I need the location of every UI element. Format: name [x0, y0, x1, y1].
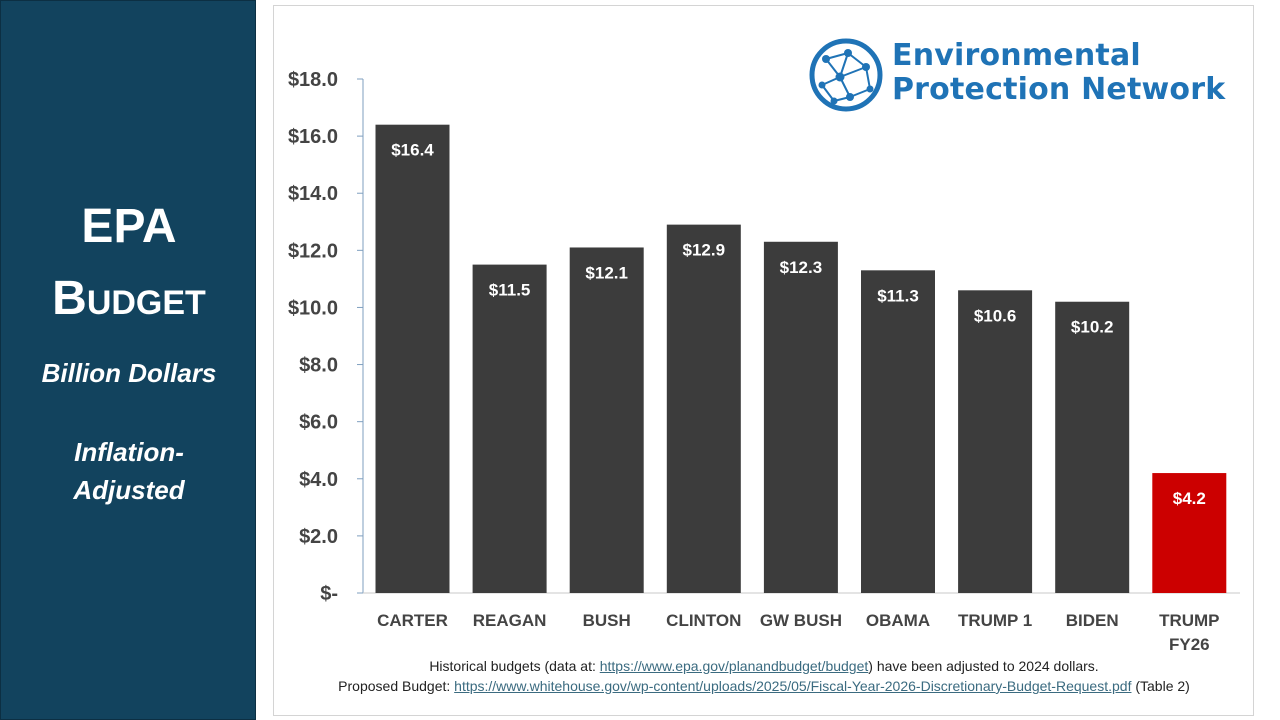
sidebar-panel: EPA Budget Billion Dollars Inflation-Adj…	[0, 0, 256, 720]
footnote-line2-suffix: (Table 2)	[1131, 678, 1190, 694]
x-category-label: TRUMP 1	[958, 611, 1032, 630]
y-tick-label: $6.0	[299, 412, 338, 434]
sidebar-title-budget: Budget	[52, 272, 206, 325]
bar	[666, 224, 741, 593]
sidebar-note: Inflation-Adjusted	[73, 437, 185, 505]
y-tick-label: $-	[320, 583, 338, 605]
bar-value-label: $10.2	[1071, 318, 1114, 337]
footnote-line2-prefix: Proposed Budget:	[338, 678, 455, 694]
bar	[375, 124, 450, 593]
y-tick-label: $4.0	[299, 469, 338, 491]
bar-value-label: $11.5	[489, 281, 531, 300]
bar	[1152, 473, 1227, 593]
footnote-line1: Historical budgets (data at: https://www…	[274, 658, 1254, 674]
footnote-line1-prefix: Historical budgets (data at:	[429, 658, 600, 674]
bar	[569, 247, 644, 593]
bar	[861, 270, 935, 593]
footnote-whitehouse-link[interactable]: https://www.whitehouse.gov/wp-content/up…	[454, 678, 1132, 694]
bar-value-label: $12.3	[780, 258, 823, 277]
logo-line1: Environmental	[892, 38, 1141, 73]
sidebar-subtitle: Billion Dollars	[41, 358, 217, 388]
bar-value-label: $10.6	[974, 306, 1017, 325]
bar-value-label: $4.2	[1173, 489, 1206, 508]
y-tick-label: $14.0	[288, 183, 338, 205]
y-tick-label: $16.0	[288, 126, 338, 148]
y-tick-label: $10.0	[288, 297, 338, 319]
bar-value-label: $11.3	[877, 286, 919, 305]
y-tick-label: $18.0	[288, 69, 338, 91]
x-category-label: BIDEN	[1066, 611, 1119, 630]
x-category-label: CARTER	[377, 611, 448, 630]
x-category-label: REAGAN	[473, 611, 547, 630]
bar	[1055, 301, 1130, 593]
x-category-label: GW BUSH	[760, 611, 842, 630]
footnote-line1-suffix: ) have been adjusted to 2024 dollars.	[868, 658, 1099, 674]
bar-value-label: $12.9	[683, 241, 726, 260]
logo-text: Environmental Protection Network	[892, 39, 1225, 107]
bar-value-label: $12.1	[585, 263, 628, 282]
footnote-epa-link[interactable]: https://www.epa.gov/planandbudget/budget	[599, 658, 869, 674]
bar	[472, 264, 547, 593]
y-tick-label: $2.0	[299, 526, 338, 548]
logo: Environmental Protection Network	[808, 37, 1228, 113]
bar	[958, 290, 1033, 593]
network-globe-icon	[809, 38, 883, 112]
x-category-label: CLINTON	[666, 611, 741, 630]
sidebar-title-epa: EPA	[81, 200, 177, 253]
bar	[763, 241, 838, 593]
y-tick-label: $8.0	[299, 355, 338, 377]
y-tick-label: $12.0	[288, 240, 338, 262]
x-category-label: BUSH	[583, 611, 631, 630]
logo-line2: Protection Network	[892, 72, 1226, 107]
x-category-label: TRUMP	[1159, 611, 1219, 630]
x-category-label: FY26	[1169, 635, 1210, 654]
footnote-line2: Proposed Budget: https://www.whitehouse.…	[274, 678, 1254, 694]
bar-value-label: $16.4	[391, 141, 434, 160]
x-category-label: OBAMA	[866, 611, 930, 630]
